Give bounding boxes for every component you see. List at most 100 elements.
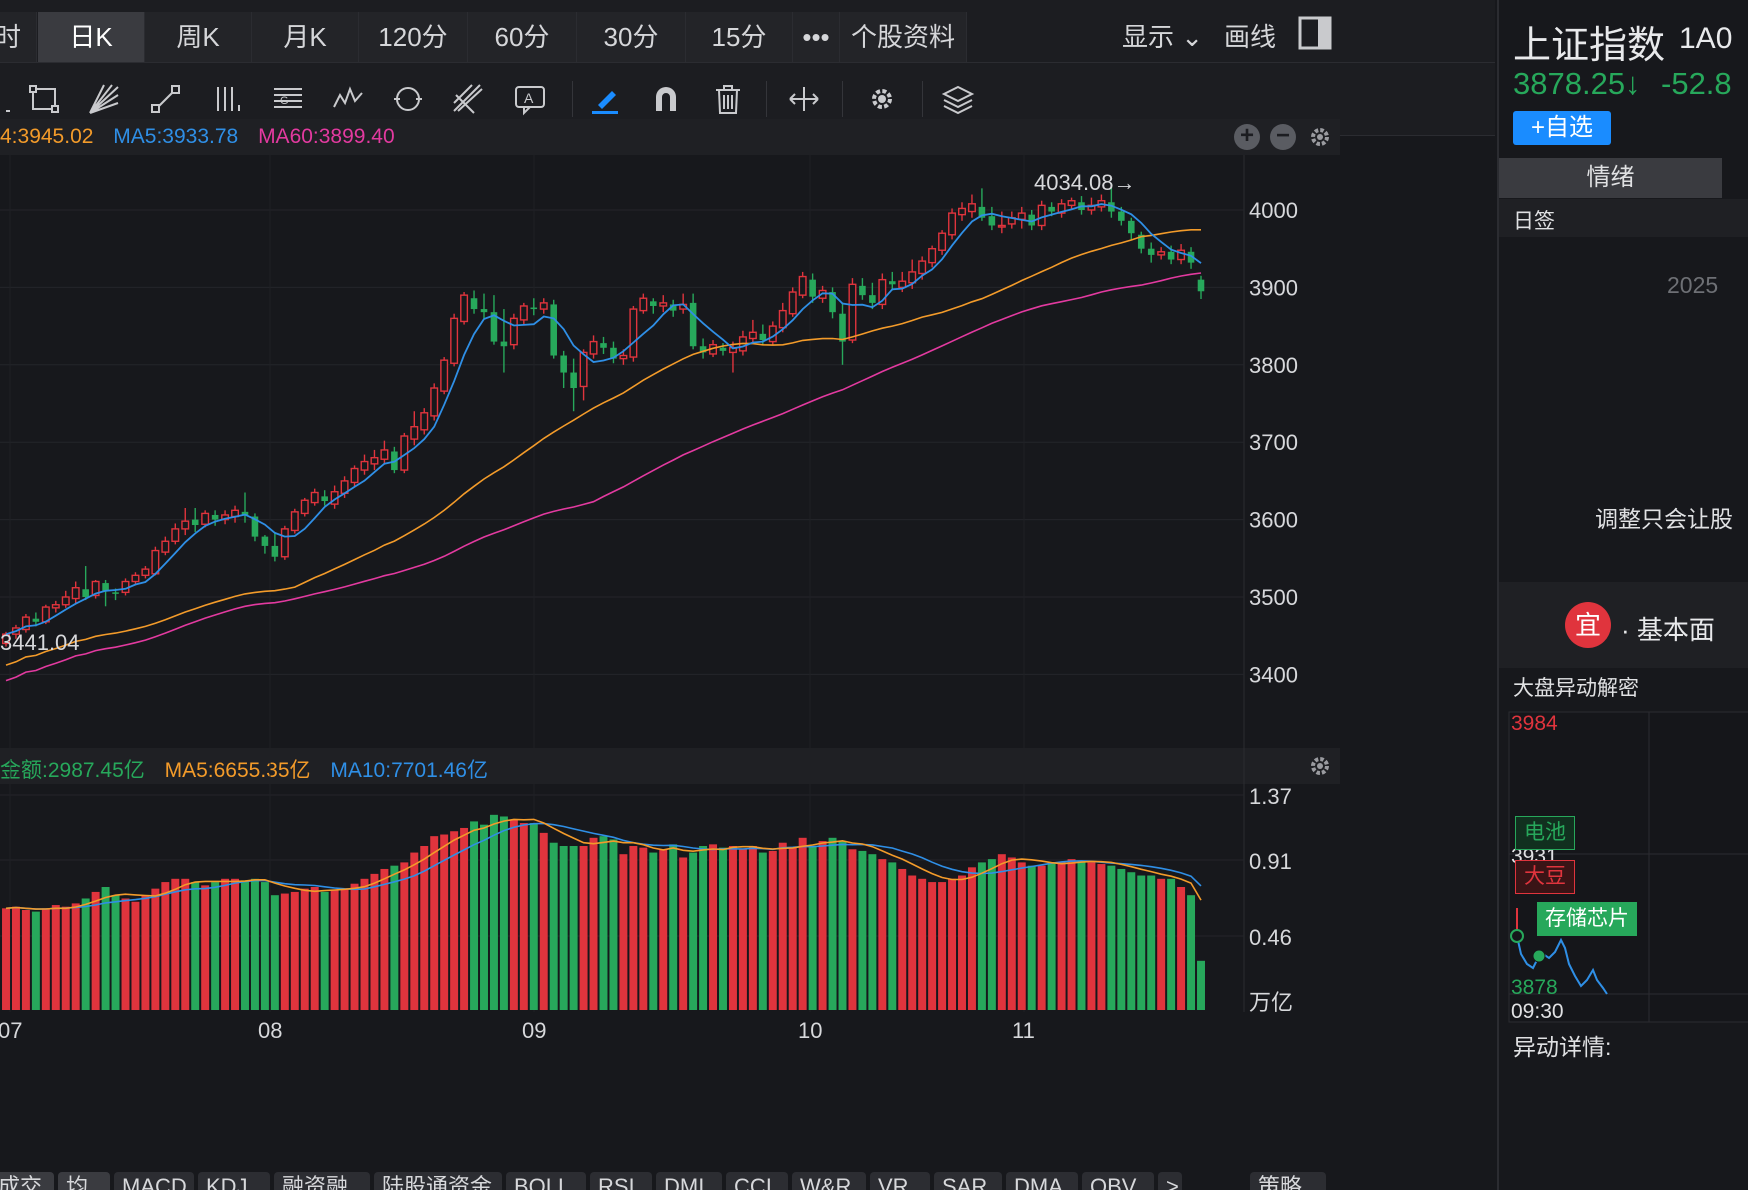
partial-tool-icon[interactable]	[0, 77, 44, 121]
candle-body	[938, 232, 947, 251]
text-annotation-icon[interactable]: A	[508, 77, 552, 121]
volume-bar	[51, 905, 60, 1010]
tab-sentiment[interactable]: 情绪	[1499, 158, 1722, 198]
layers-icon[interactable]	[936, 77, 980, 121]
draw-lines-button[interactable]: 画线	[1224, 22, 1277, 52]
candle-body	[610, 347, 617, 359]
settings-gear-icon[interactable]	[860, 77, 904, 121]
volume-settings-gear-icon[interactable]	[1306, 752, 1334, 780]
period-tab-partial[interactable]: 时	[0, 12, 37, 62]
indicator-tab-5[interactable]: 陆股通资金	[374, 1172, 502, 1190]
indicator-tab-10[interactable]: W&R	[792, 1172, 866, 1190]
ray-tool-icon[interactable]	[144, 77, 188, 121]
indicator-tab-15[interactable]: >	[1158, 1172, 1182, 1190]
candle-body	[519, 305, 528, 321]
volume-bar	[1187, 895, 1196, 1010]
indicator-tab-6[interactable]: BOLL	[506, 1172, 586, 1190]
period-tab-4[interactable]: 60分	[468, 12, 577, 62]
indicator-tab-14[interactable]: OBV	[1082, 1172, 1154, 1190]
period-tab-2[interactable]: 月K	[252, 12, 359, 62]
indicator-tab-1[interactable]: 均线	[58, 1172, 110, 1190]
fundamentals-row[interactable]: 宜 · 基本面	[1499, 582, 1748, 668]
candle-body	[1048, 206, 1055, 212]
expand-horizontal-icon[interactable]	[782, 77, 826, 121]
indicator-tab-8[interactable]: DMI	[656, 1172, 722, 1190]
tag-storage-chip[interactable]: 存储芯片	[1537, 902, 1637, 936]
candle-body	[579, 351, 588, 388]
volume-bar	[818, 841, 827, 1010]
period-tab-7[interactable]: •••	[793, 12, 840, 62]
zoom-in-icon[interactable]: +	[1234, 124, 1260, 150]
kline-chart[interactable]: 4000 3900 3800 3700 3600 3500 3400 1.37 0.91 0.46…	[0, 0, 1340, 1172]
volume-bar	[101, 887, 110, 1010]
volume-bar	[579, 846, 588, 1010]
volume-bar	[559, 846, 568, 1010]
volume-bar	[938, 882, 947, 1010]
fibonacci-tool-icon[interactable]	[446, 77, 490, 121]
vertical-lines-icon[interactable]	[206, 77, 250, 121]
magnet-icon[interactable]	[644, 77, 688, 121]
candle-body	[1067, 200, 1076, 207]
rectangle-tool-icon[interactable]	[22, 77, 66, 121]
candle-body	[889, 281, 896, 285]
period-tab-3[interactable]: 120分	[359, 12, 468, 62]
volume-bar	[699, 846, 708, 1010]
volume-bar	[649, 852, 658, 1010]
period-tab-0[interactable]: 日K	[38, 12, 145, 62]
add-watchlist-button[interactable]: +自选	[1513, 111, 1611, 145]
period-tab-5[interactable]: 30分	[577, 12, 686, 62]
volume-bar	[370, 873, 379, 1010]
candle-body	[748, 331, 757, 340]
volume-bar	[898, 868, 907, 1010]
indicator-tab-4[interactable]: 融资融券	[274, 1172, 370, 1190]
candle-body	[539, 302, 548, 310]
indicator-tab-13[interactable]: DMA	[1006, 1172, 1078, 1190]
volume-bar	[987, 859, 996, 1010]
candle-body	[380, 449, 389, 460]
volume-bar	[848, 849, 857, 1010]
candle-body	[112, 592, 119, 594]
candle-body	[600, 343, 607, 348]
tag-soy[interactable]: 大豆	[1515, 860, 1575, 894]
highlighter-icon[interactable]	[584, 77, 628, 121]
price-axis-label: 3900	[1249, 275, 1298, 300]
indicator-tab-3[interactable]: KDJ	[198, 1172, 270, 1190]
gann-tool-icon[interactable]: G	[266, 77, 310, 121]
volume-bar	[260, 882, 269, 1010]
indicator-tab-9[interactable]: CCI	[726, 1172, 788, 1190]
detail-label: 异动详情:	[1513, 1034, 1612, 1060]
volume-bar	[1167, 878, 1176, 1010]
period-tab-1[interactable]: 周K	[145, 12, 252, 62]
indicator-tab-2[interactable]: MACD	[114, 1172, 194, 1190]
candle-body	[759, 333, 767, 341]
toggle-side-panel-icon[interactable]	[1298, 16, 1332, 50]
cycle-tool-icon[interactable]	[386, 77, 430, 121]
volume-bar	[181, 878, 190, 1010]
price-axis-label: 3500	[1249, 585, 1298, 610]
trash-icon[interactable]	[706, 77, 750, 121]
candle-body	[859, 285, 866, 296]
tag-battery[interactable]: 电池	[1515, 816, 1575, 850]
indicator-tab-7[interactable]: RSI	[590, 1172, 652, 1190]
candle-body	[131, 574, 140, 583]
zoom-out-icon[interactable]: −	[1270, 124, 1296, 150]
indicator-tab-11[interactable]: VR	[870, 1172, 930, 1190]
volume-bar	[191, 882, 200, 1010]
candle-body	[21, 616, 30, 631]
volume-bar	[71, 903, 80, 1010]
volume-bar	[221, 878, 230, 1010]
display-dropdown[interactable]: 显示 ⌄	[1122, 22, 1204, 52]
candle-body	[967, 203, 976, 213]
period-tab-6[interactable]: 15分	[686, 12, 793, 62]
indicator-tab-16[interactable]: 策略	[1250, 1172, 1326, 1190]
candle-body	[171, 528, 180, 542]
volume-axis-label: 1.37	[1249, 784, 1292, 809]
period-tab-8[interactable]: 个股资料	[840, 12, 967, 62]
fan-tool-icon[interactable]	[82, 77, 126, 121]
indicator-tab-0[interactable]: 成交额	[0, 1172, 54, 1190]
indicator-tab-12[interactable]: SAR	[934, 1172, 1002, 1190]
wave-tool-icon[interactable]	[326, 77, 370, 121]
volume-bar	[430, 836, 439, 1010]
chart-settings-gear-icon[interactable]	[1306, 123, 1334, 151]
volume-bar	[878, 859, 887, 1010]
